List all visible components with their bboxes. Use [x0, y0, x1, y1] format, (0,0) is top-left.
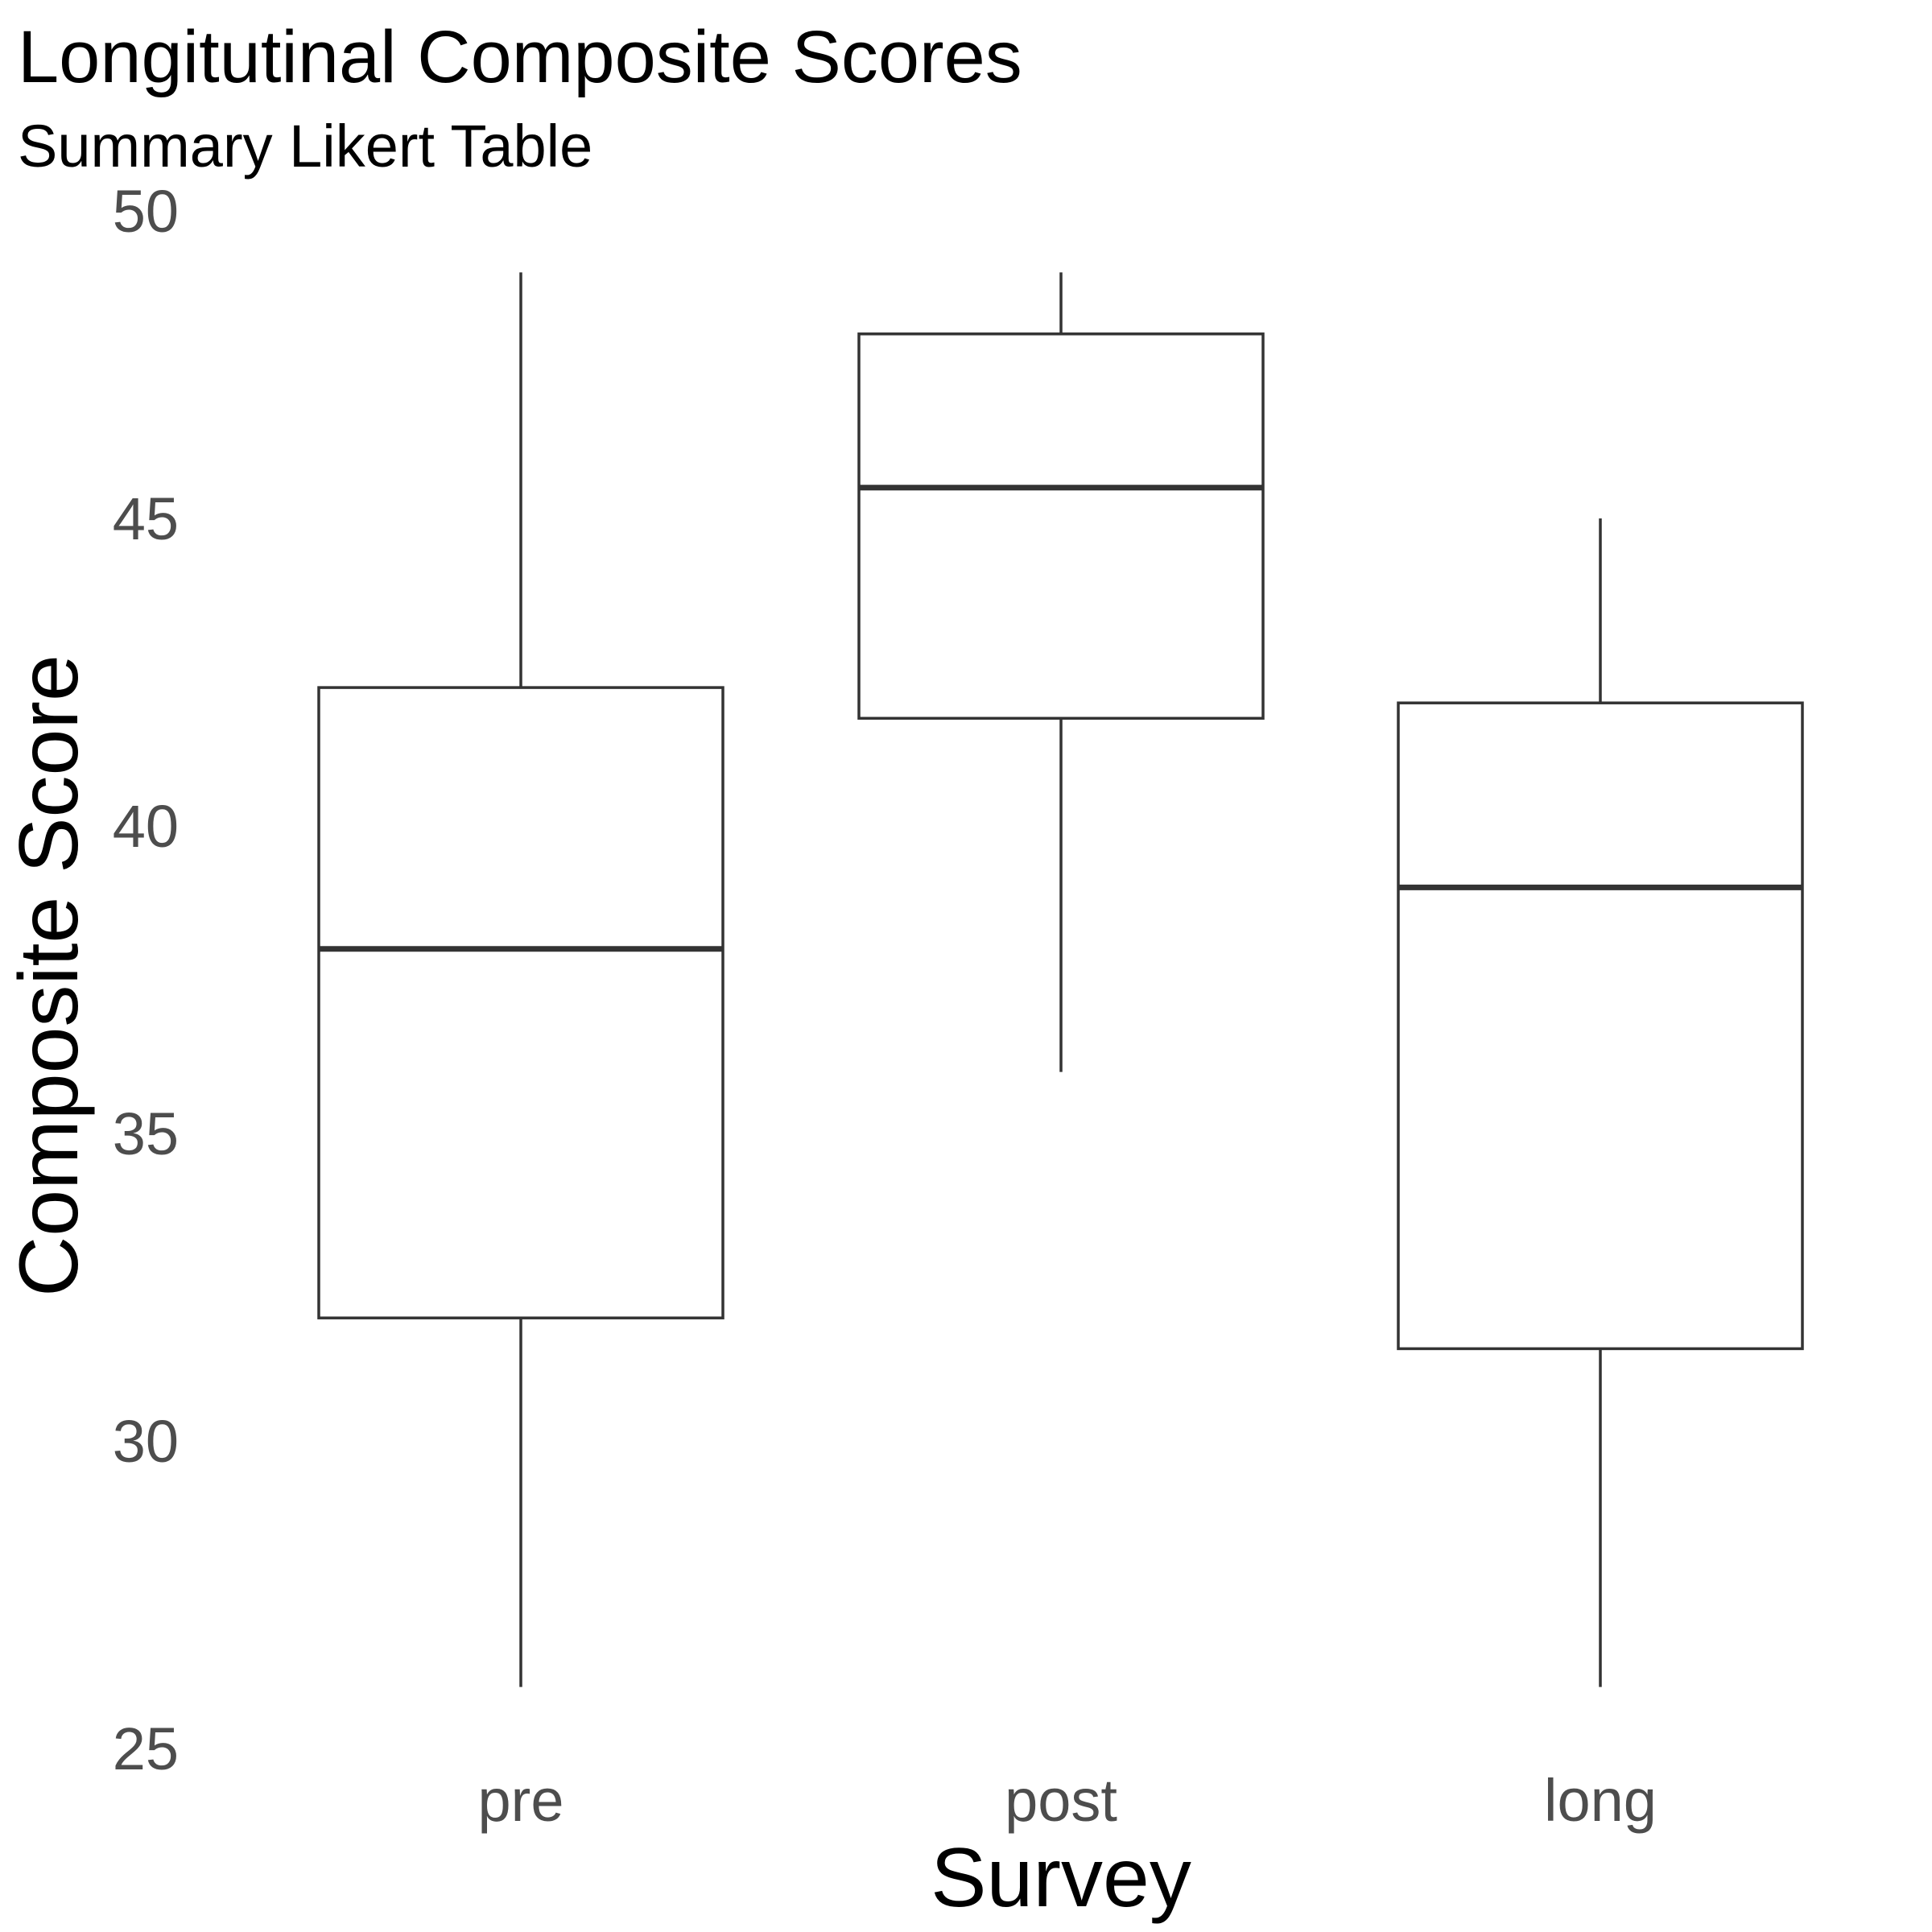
- x-tick-label: post: [1005, 1767, 1117, 1834]
- y-tick-label: 40: [113, 793, 179, 860]
- x-tick-label: long: [1544, 1767, 1657, 1834]
- box-series: [317, 272, 1804, 1687]
- x-axis-ticks: pre post long: [478, 1767, 1657, 1834]
- box-iqr: [317, 686, 724, 1319]
- y-axis-ticks: 25 30 35 40 45 50: [113, 178, 179, 1782]
- box-iqr: [857, 332, 1265, 720]
- chart-title: Longitutinal Composite Scores: [18, 16, 1022, 98]
- box-long: [1397, 518, 1804, 1687]
- y-tick-label: 25: [113, 1715, 179, 1782]
- box-pre: [317, 272, 724, 1687]
- y-tick-label: 30: [113, 1408, 179, 1475]
- x-axis-title: Survey: [931, 1831, 1191, 1925]
- box-iqr: [1397, 701, 1804, 1351]
- box-post: [857, 272, 1265, 1072]
- y-tick-label: 45: [113, 485, 179, 552]
- chart-subtitle: Summary Likert Table: [18, 113, 592, 180]
- y-axis-title: Composite Score: [2, 654, 96, 1297]
- y-tick-label: 35: [113, 1100, 179, 1167]
- x-tick-label: pre: [478, 1767, 564, 1834]
- y-tick-label: 50: [113, 178, 179, 245]
